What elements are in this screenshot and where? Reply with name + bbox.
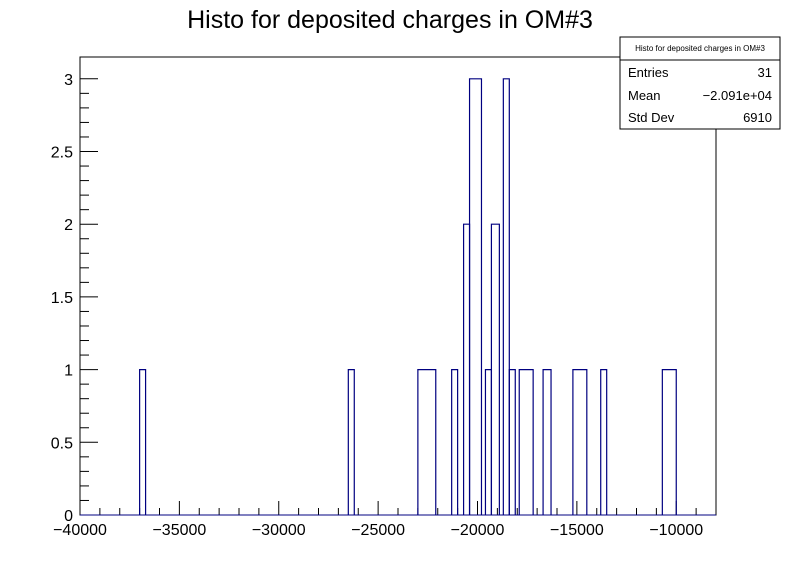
histogram-bin (451, 369, 459, 515)
stats-box-title: Histo for deposited charges in OM#3 (635, 44, 765, 53)
histogram-bin (490, 223, 500, 515)
x-tick-label: −40000 (53, 522, 107, 539)
y-tick-label: 1 (64, 363, 73, 380)
histogram-bin (139, 369, 147, 515)
histogram-bin (468, 78, 483, 515)
y-tick-label: 0 (64, 508, 73, 525)
y-tick-label: 2.5 (51, 145, 73, 162)
histogram-bin (417, 369, 437, 515)
stats-mean-value: −2.091e+04 (703, 88, 772, 103)
y-tick-label: 0.5 (51, 435, 73, 452)
y-tick-label: 3 (64, 72, 73, 89)
x-axis: −40000 −35000 −30000 −25000 −20000 −15000 −100… (53, 501, 717, 539)
x-tick-label: −10000 (649, 522, 703, 539)
stats-entries-value: 31 (758, 65, 772, 80)
x-tick-label: −35000 (152, 522, 206, 539)
stats-box-frame (619, 36, 781, 130)
stats-stddev-label: Std Dev (628, 110, 675, 125)
stats-box: Histo for deposited charges in OM#3 Entr… (619, 36, 781, 130)
x-tick-label: −30000 (252, 522, 306, 539)
x-tick-label: −25000 (351, 522, 405, 539)
histogram-bin (508, 369, 516, 515)
stats-stddev-value: 6910 (743, 110, 772, 125)
histogram-bin (661, 369, 677, 515)
histogram-bin (542, 369, 552, 515)
histogram-bin (572, 369, 588, 515)
stats-entries-label: Entries (628, 65, 669, 80)
histogram-bin (502, 78, 510, 515)
y-tick-label: 2 (64, 217, 73, 234)
chart-title: Histo for deposited charges in OM#3 (187, 6, 593, 34)
x-tick-label: −20000 (451, 522, 505, 539)
y-tick-label: 1.5 (51, 290, 73, 307)
histogram-bin (347, 369, 355, 515)
stats-mean-label: Mean (628, 88, 661, 103)
histogram-bin (518, 369, 534, 515)
histogram-bin (600, 369, 608, 515)
histogram-bins (80, 78, 716, 516)
x-tick-label: −15000 (550, 522, 604, 539)
